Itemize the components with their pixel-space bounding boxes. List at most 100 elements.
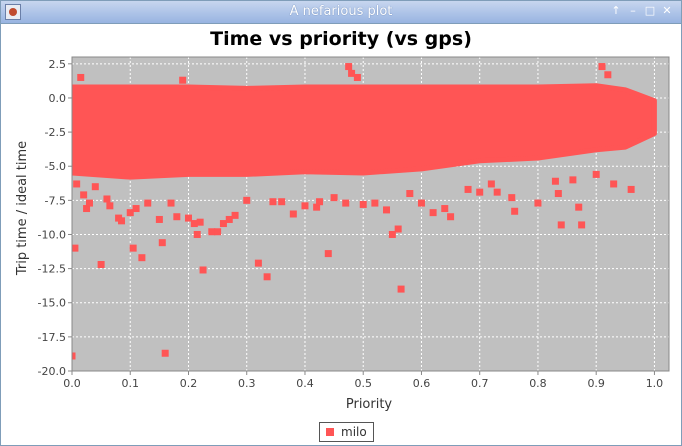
data-point [208,228,216,236]
y-axis-label: Trip time / ideal time [15,141,30,276]
close-icon[interactable]: ✕ [662,4,672,17]
data-point [604,71,612,79]
data-point [118,217,126,225]
data-point [73,180,81,188]
window-title: A nefarious plot [289,4,393,19]
data-point [184,214,192,222]
data-point [72,244,79,252]
data-point [316,198,324,206]
plot-area [71,56,670,372]
data-point [476,188,484,196]
data-point [77,73,85,81]
data-point [126,209,134,217]
data-point [627,185,635,193]
data-point [301,202,309,210]
data-point [278,198,286,206]
data-point [214,228,222,236]
data-point [144,199,152,207]
data-point [83,205,91,213]
title-bar[interactable]: A nefarious plot ↑ – □ ✕ [1,1,681,24]
x-axis-label: Priority [346,397,393,412]
plot-border [71,56,670,372]
data-point [91,183,99,191]
x-tick-label: 0.6 [413,377,431,390]
data-point [610,180,618,188]
up-arrow-icon[interactable]: ↑ [611,4,621,17]
data-point [231,211,239,219]
x-tick-label: 0.9 [587,377,605,390]
x-axis: 0.0 0.1 0.2 0.3 0.4 0.5 0.6 0.7 0.8 0.9 1.0 [63,371,663,390]
data-point [179,76,187,84]
data-point [429,209,437,217]
scatter-chart: Time vs priority (vs gps) 2.5 0.0 -2.5 -5.0… [15,28,670,412]
data-point [167,199,175,207]
data-point [263,273,271,281]
legend-label: milo [341,425,367,439]
data-point [578,221,586,229]
x-tick-label: 0.4 [296,377,314,390]
data-point [199,266,207,274]
data-point [388,230,396,238]
data-point [103,195,111,203]
data-point [554,190,562,198]
x-tick-label: 0.3 [238,377,256,390]
data-point [359,200,367,208]
data-point [534,199,542,207]
data-point [598,63,606,71]
app-icon[interactable] [5,4,21,20]
maximize-icon[interactable]: □ [644,4,656,17]
data-point [269,198,277,206]
series-dense-band [72,83,657,180]
data-point [330,194,338,202]
data-point [193,230,201,238]
y-tick-label: -2.5 [45,126,66,139]
x-tick-label: 0.2 [180,377,198,390]
data-point [487,180,495,188]
x-tick-label: 0.0 [63,377,81,390]
data-point [196,218,204,226]
x-tick-label: 1.0 [646,377,664,390]
data-point [155,215,163,223]
legend-swatch [326,428,334,436]
y-tick-label: -5.0 [45,160,66,173]
data-point [161,349,169,357]
minimize-icon[interactable]: – [630,4,636,17]
x-tick-label: 0.8 [529,377,547,390]
data-point [417,199,425,207]
y-tick-label: -12.5 [38,263,66,276]
data-point [129,244,137,252]
data-point [441,205,449,213]
data-point [97,261,105,269]
data-point [173,213,181,221]
y-tick-label: -17.5 [38,331,66,344]
x-tick-label: 0.1 [121,377,139,390]
chart-title: Time vs priority (vs gps) [210,28,472,50]
x-tick-label: 0.7 [471,377,489,390]
data-point [243,196,251,204]
data-point [353,73,361,81]
data-point [106,202,114,210]
data-point [575,203,583,211]
data-point [371,199,379,207]
data-point [447,213,455,221]
y-tick-label: 2.5 [49,58,67,71]
data-point [569,176,577,184]
y-tick-label: -10.0 [38,228,66,241]
data-point [158,239,166,247]
data-point [464,185,472,193]
data-point [85,199,93,207]
data-point [551,177,559,185]
data-point [511,207,519,215]
data-point [557,221,565,229]
data-point [138,254,146,262]
data-point [493,188,501,196]
data-point [324,250,332,258]
y-tick-label: -15.0 [38,297,66,310]
data-point [254,259,262,267]
y-axis: 2.5 0.0 -2.5 -5.0 -7.5 -10.0 -12.5 -15.0 -17.5 -2… [38,58,72,378]
y-tick-label: 0.0 [49,92,67,105]
data-point [219,220,227,228]
data-point [508,194,516,202]
data-point [348,69,356,77]
